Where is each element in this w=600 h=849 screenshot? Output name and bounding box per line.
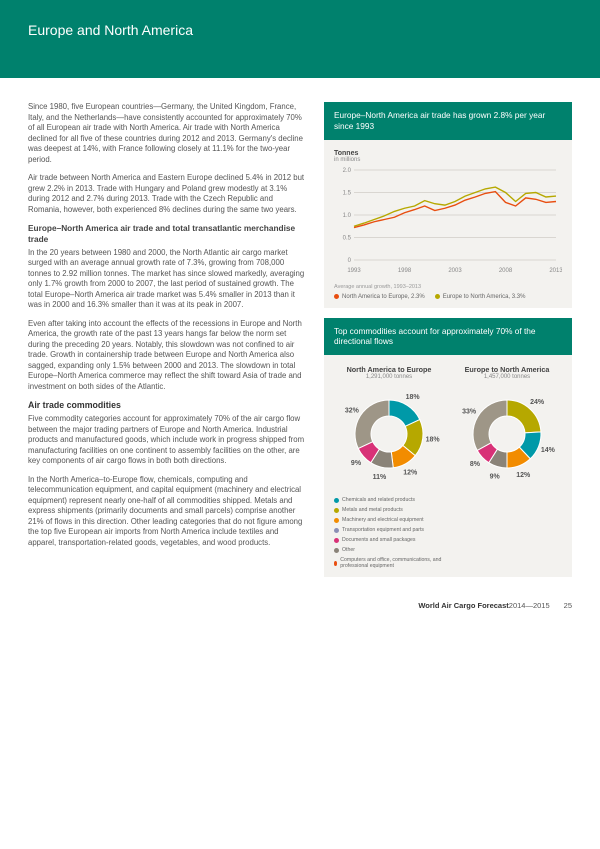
content: Since 1980, five European countries—Germ… [0, 78, 600, 593]
svg-text:11%: 11% [373, 474, 387, 481]
header-band: Europe and North America [0, 0, 600, 78]
legend-label: Metals and metal products [342, 507, 403, 513]
legend-dot [334, 528, 339, 533]
legend-dot [334, 518, 339, 523]
legend-label: Documents and small packages [342, 537, 416, 543]
paragraph: In the North America–to-Europe flow, che… [28, 475, 308, 549]
chart-title: Europe–North America air trade has grown… [324, 102, 572, 140]
page-number: 25 [564, 601, 572, 610]
legend-dot [334, 498, 339, 503]
footer-title-rest: 2014—2015 [509, 601, 550, 610]
legend-label: Transportation equipment and parts [342, 527, 424, 533]
svg-text:2.0: 2.0 [343, 168, 352, 174]
legend-dot [334, 508, 339, 513]
page-title: Europe and North America [28, 22, 572, 38]
svg-text:14%: 14% [541, 447, 556, 454]
legend-item: North America to Europe, 2.3% [334, 294, 425, 300]
legend-label: North America to Europe, 2.3% [342, 294, 425, 300]
chart-title: Top commodities account for approximatel… [324, 318, 572, 356]
footer: World Air Cargo Forecast 2014—2015 25 [0, 593, 600, 624]
right-column: Europe–North America air trade has grown… [324, 102, 572, 577]
donut-title: Europe to North America [452, 365, 562, 374]
donut-svg: 24% 14% 12% 9% 8% 33% [452, 384, 562, 484]
legend-item: Documents and small packages [334, 537, 443, 543]
svg-text:0.5: 0.5 [343, 235, 352, 241]
legend-item: Metals and metal products [334, 507, 443, 513]
left-column: Since 1980, five European countries—Germ… [28, 102, 308, 577]
legend-dot [334, 561, 337, 566]
svg-text:0: 0 [348, 258, 352, 264]
legend-item: Europe to North America, 3.3% [435, 294, 526, 300]
legend-dot [334, 294, 339, 299]
donut-subtitle: 1,457,000 tonnes [452, 374, 562, 380]
footer-title-bold: World Air Cargo Forecast [418, 601, 508, 610]
legend-label: Chemicals and related products [342, 497, 415, 503]
svg-text:1998: 1998 [398, 268, 412, 274]
donut-chart-card: Top commodities account for approximatel… [324, 318, 572, 578]
legend-item: Chemicals and related products [334, 497, 443, 503]
svg-text:24%: 24% [530, 399, 545, 406]
svg-text:33%: 33% [462, 409, 477, 416]
donut-svg: 18% 18% 12% 11% 9% 32% [334, 384, 444, 484]
y-axis-sublabel: in millions [334, 157, 562, 163]
donut-subtitle: 1,291,000 tonnes [334, 374, 444, 380]
donut-na-to-eu: North America to Europe 1,291,000 tonnes… [334, 365, 444, 489]
donut-eu-to-na: Europe to North America 1,457,000 tonnes… [452, 365, 562, 489]
legend-item: Transportation equipment and parts [334, 527, 443, 533]
legend-label: Europe to North America, 3.3% [443, 294, 526, 300]
svg-text:12%: 12% [516, 472, 531, 479]
svg-text:1993: 1993 [347, 268, 361, 274]
svg-text:1.0: 1.0 [343, 213, 352, 219]
line-chart-svg: 0 0.5 1.0 1.5 2.0 1993 1998 2003 2008 2013 [334, 166, 562, 276]
legend-label: Computers and office, communications, an… [340, 557, 443, 569]
legend-label: Machinery and electrical equipment [342, 517, 424, 523]
line-chart-card: Europe–North America air trade has grown… [324, 102, 572, 308]
legend-dot [334, 548, 339, 553]
paragraph: In the 20 years between 1980 and 2000, t… [28, 248, 308, 311]
svg-text:9%: 9% [351, 460, 362, 467]
legend-item: Other [334, 547, 443, 553]
legend-item: Computers and office, communications, an… [334, 557, 443, 569]
svg-text:18%: 18% [406, 394, 421, 401]
legend-item: Machinery and electrical equipment [334, 517, 443, 523]
line-chart-legend: North America to Europe, 2.3% Europe to N… [334, 294, 562, 300]
svg-text:8%: 8% [470, 461, 481, 468]
svg-text:2003: 2003 [448, 268, 462, 274]
legend-label: Other [342, 547, 355, 553]
donut-legend: Chemicals and related products Metals and… [334, 497, 562, 569]
legend-dot [435, 294, 440, 299]
subheading: Europe–North America air trade and total… [28, 223, 308, 245]
paragraph: Even after taking into account the effec… [28, 319, 308, 393]
section-heading: Air trade commodities [28, 400, 308, 412]
svg-text:9%: 9% [490, 473, 501, 480]
svg-text:12%: 12% [403, 470, 418, 477]
chart-body: North America to Europe 1,291,000 tonnes… [324, 355, 572, 577]
donut-title: North America to Europe [334, 365, 444, 374]
svg-text:2008: 2008 [499, 268, 513, 274]
legend-dot [334, 538, 339, 543]
paragraph: Five commodity categories account for ap… [28, 414, 308, 467]
svg-text:2013: 2013 [549, 268, 562, 274]
donut-row: North America to Europe 1,291,000 tonnes… [334, 365, 562, 489]
paragraph: Since 1980, five European countries—Germ… [28, 102, 308, 165]
chart-body: Tonnes in millions 0 0.5 1.0 1.5 2.0 1993 1998… [324, 140, 572, 308]
svg-text:1.5: 1.5 [343, 190, 352, 196]
svg-text:32%: 32% [345, 408, 360, 415]
paragraph: Air trade between North America and East… [28, 173, 308, 215]
y-axis-label: Tonnes [334, 150, 562, 157]
svg-text:18%: 18% [426, 437, 441, 444]
avg-growth-label: Average annual growth, 1993–2013 [334, 284, 562, 290]
